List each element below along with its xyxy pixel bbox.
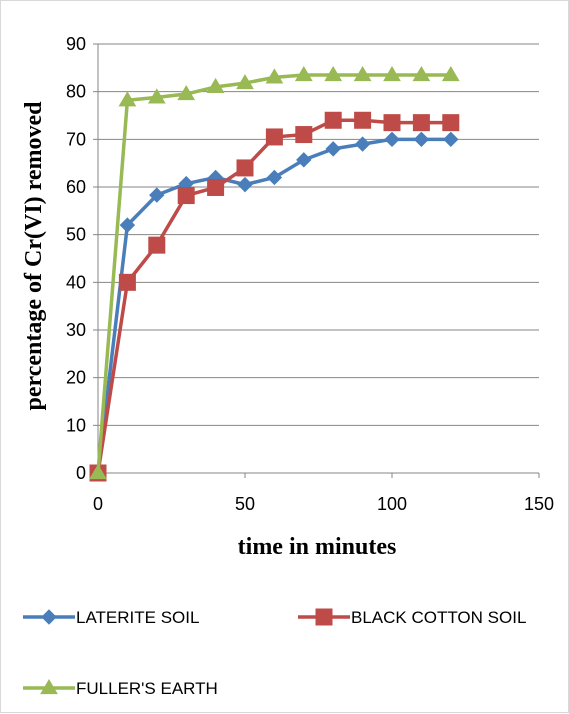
data-point bbox=[353, 65, 372, 82]
grid-lines bbox=[98, 43, 539, 426]
data-point bbox=[354, 111, 372, 129]
data-point bbox=[177, 85, 196, 101]
data-point bbox=[295, 126, 313, 144]
axes bbox=[93, 43, 540, 478]
y-tick-label: 30 bbox=[66, 320, 86, 340]
y-tick-label: 60 bbox=[66, 177, 86, 197]
y-tick-label: 40 bbox=[66, 272, 86, 292]
series-3 bbox=[89, 65, 460, 480]
y-tick-label: 50 bbox=[66, 225, 86, 245]
legend-marker bbox=[315, 608, 333, 626]
y-tick-label: 10 bbox=[66, 415, 86, 435]
legend-label: BLACK COTTON SOIL bbox=[351, 608, 526, 627]
data-point bbox=[149, 187, 165, 203]
y-tick-label: 70 bbox=[66, 129, 86, 149]
legend: LATERITE SOIL BLACK COTTON SOIL FULLER'S E… bbox=[23, 608, 526, 698]
series-1 bbox=[90, 131, 459, 481]
data-point bbox=[383, 114, 401, 132]
tick-labels: 0 10 20 30 40 50 60 70 80 90 0 50 100 150 bbox=[66, 34, 554, 514]
legend-label: FULLER'S EARTH bbox=[76, 679, 218, 698]
data-point bbox=[441, 65, 460, 82]
y-axis-title: percentage of Cr(VI) removed bbox=[21, 101, 47, 411]
data-point bbox=[413, 131, 430, 148]
legend-marker bbox=[40, 679, 58, 695]
data-point bbox=[442, 114, 460, 132]
series-layer bbox=[89, 65, 460, 482]
data-point bbox=[207, 178, 225, 196]
y-tick-label: 20 bbox=[66, 368, 86, 388]
data-point bbox=[118, 91, 137, 107]
data-point bbox=[89, 464, 107, 480]
series-2 bbox=[89, 111, 460, 482]
data-point bbox=[236, 159, 254, 177]
y-tick-label: 0 bbox=[76, 463, 86, 483]
data-point bbox=[443, 131, 459, 148]
data-point bbox=[412, 65, 431, 82]
data-point bbox=[412, 114, 430, 132]
x-axis-title: time in minutes bbox=[238, 534, 397, 560]
x-tick-label: 100 bbox=[377, 494, 407, 514]
legend-entry: LATERITE SOIL bbox=[23, 608, 199, 627]
x-tick-label: 0 bbox=[93, 494, 103, 514]
data-point bbox=[147, 88, 166, 104]
data-point bbox=[265, 68, 284, 84]
data-point bbox=[177, 187, 195, 205]
data-point bbox=[236, 74, 254, 90]
x-tick-label: 150 bbox=[524, 494, 554, 514]
data-point bbox=[296, 152, 312, 168]
data-point bbox=[384, 131, 400, 148]
legend-label: LATERITE SOIL bbox=[76, 608, 199, 627]
data-point bbox=[325, 141, 341, 157]
data-point bbox=[265, 128, 283, 146]
legend-marker bbox=[41, 609, 57, 625]
y-tick-label: 90 bbox=[66, 34, 86, 54]
legend-entry: FULLER'S EARTH bbox=[23, 679, 218, 698]
data-point bbox=[383, 65, 401, 82]
data-point bbox=[324, 111, 342, 129]
legend-entry: BLACK COTTON SOIL bbox=[298, 608, 526, 627]
data-point bbox=[119, 217, 136, 233]
data-point bbox=[148, 236, 166, 254]
data-point bbox=[237, 176, 253, 193]
data-point bbox=[266, 169, 283, 186]
data-point bbox=[118, 273, 136, 291]
data-point bbox=[354, 136, 371, 152]
data-point bbox=[324, 65, 343, 82]
data-point bbox=[206, 77, 225, 93]
data-point bbox=[294, 65, 313, 82]
y-tick-label: 80 bbox=[66, 82, 86, 102]
x-tick-label: 50 bbox=[235, 494, 255, 514]
series-line bbox=[96, 137, 451, 474]
